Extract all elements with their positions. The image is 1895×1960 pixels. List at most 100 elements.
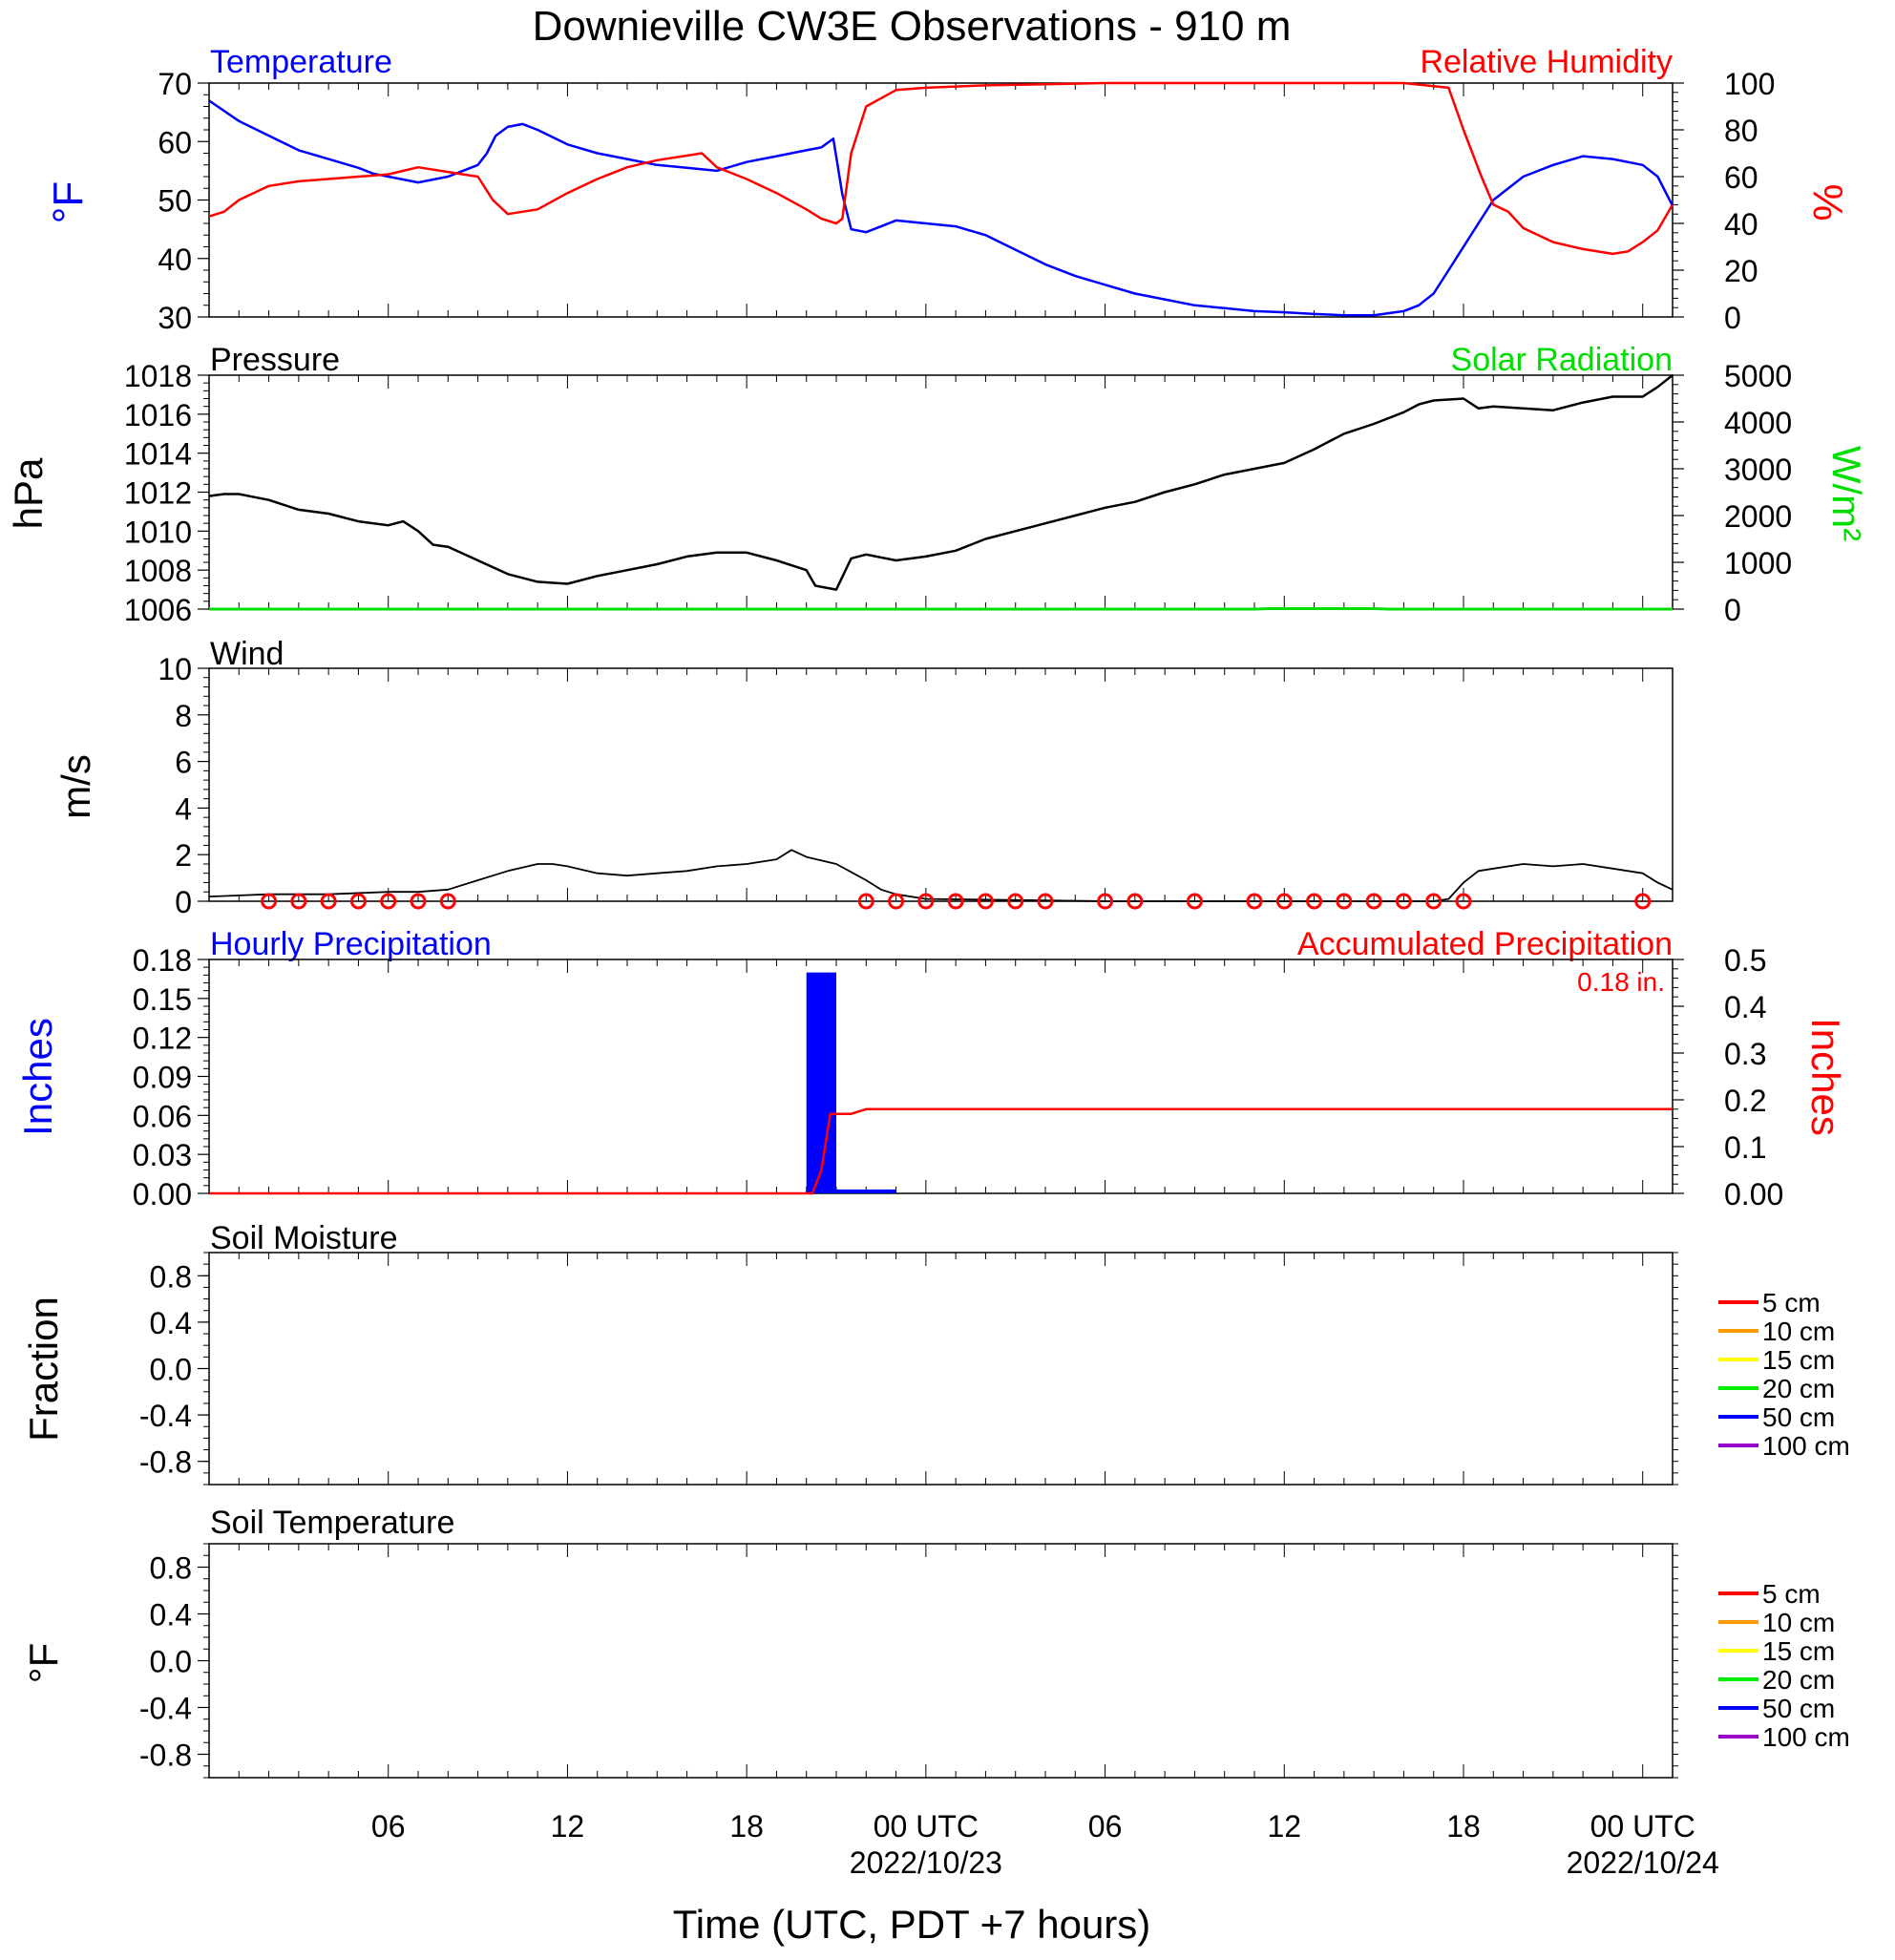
hourly-precip-bar xyxy=(836,1189,896,1193)
pressure-axis-tick-label: 1018 xyxy=(124,359,192,393)
soil-moisture-legend-label: 5 cm xyxy=(1762,1288,1821,1317)
plot-frame xyxy=(208,82,1674,318)
time-tick-label: 18 xyxy=(1446,1809,1481,1844)
time-tick-label: 06 xyxy=(371,1809,406,1844)
calm-wind-marker xyxy=(261,893,278,910)
solar-axis-tick-label: 2000 xyxy=(1724,499,1792,534)
pressure-axis-tick-label: 1006 xyxy=(124,593,192,627)
calm-wind-marker xyxy=(1306,893,1323,910)
accum-precip-axis-tick-label: 0.1 xyxy=(1724,1130,1766,1165)
wind-axis-tick-label: 0 xyxy=(175,885,192,919)
temp-axis-tick-label: 30 xyxy=(158,301,192,335)
calm-wind-marker xyxy=(1246,893,1263,910)
calm-wind-marker xyxy=(1126,893,1144,910)
soil-temperature-panel: Soil Temperature °F -0.8 -0.4 0.0 0.4 0.8 5 … xyxy=(21,1505,1850,1779)
time-tick-label: 00 UTC xyxy=(874,1809,979,1844)
pressure-axis-tick-label: 1014 xyxy=(124,437,192,472)
rh-axis-tick-label: 100 xyxy=(1724,67,1775,101)
rh-panel-title: Relative Humidity xyxy=(1420,44,1673,80)
time-tick-date: 2022/10/23 xyxy=(850,1845,1002,1880)
hourly-precip-axis-tick-label: 0.00 xyxy=(133,1177,192,1212)
rh-axis-tick-label: 80 xyxy=(1724,114,1758,148)
temp-axis-ticks: 30 40 50 60 70 xyxy=(158,67,209,335)
soil-temperature-axis-tick-label: -0.4 xyxy=(139,1692,192,1726)
soil-moisture-legend-label: 15 cm xyxy=(1762,1345,1835,1375)
hourly-precip-axis-tick-label: 0.12 xyxy=(133,1022,192,1056)
calm-wind-marker xyxy=(977,893,994,910)
plot-frame xyxy=(208,959,1674,1194)
hourly-precip-axis-tick-label: 0.06 xyxy=(133,1099,192,1133)
accum-precip-title: Accumulated Precipitation xyxy=(1297,926,1673,962)
calm-wind-marker xyxy=(1186,893,1203,910)
accumulated-precip-line xyxy=(209,1107,1673,1195)
pressure-line xyxy=(208,374,1674,591)
soil-temperature-legend-label: 10 cm xyxy=(1762,1608,1835,1637)
wind-unit-label: m/s xyxy=(53,754,98,819)
soil-moisture-axis-ticks: -0.8 -0.4 0.0 0.4 0.8 xyxy=(139,1252,1678,1486)
solar-unit-label: W/m² xyxy=(1824,446,1869,541)
time-tick-label: 12 xyxy=(1267,1809,1301,1844)
soil-temperature-axis-ticks: -0.8 -0.4 0.0 0.4 0.8 xyxy=(139,1543,1678,1779)
soil-temperature-legend-label: 20 cm xyxy=(1762,1665,1835,1695)
soil-temperature-legend-label: 15 cm xyxy=(1762,1636,1835,1666)
temp-panel-title: Temperature xyxy=(210,44,392,80)
solar-axis-ticks: 0 1000 2000 3000 4000 5000 xyxy=(1673,359,1792,627)
wind-plot-area xyxy=(208,667,1674,910)
hourly-precip-axis-tick-label: 0.03 xyxy=(133,1138,192,1172)
calm-wind-marker xyxy=(1037,893,1054,910)
soil-temperature-legend-label: 5 cm xyxy=(1762,1579,1821,1609)
soil-moisture-axis-tick-label: 0.8 xyxy=(150,1259,192,1294)
temp-unit-label: °F xyxy=(45,181,92,223)
hourly-precip-unit-label: Inches xyxy=(15,1018,60,1136)
accum-precip-axis-tick-label: 0.4 xyxy=(1724,990,1766,1024)
calm-wind-marker xyxy=(917,893,935,910)
wind-axis-tick-label: 6 xyxy=(175,746,192,780)
plot-frame xyxy=(208,374,1674,610)
soil-temperature-plot-area xyxy=(208,1543,1674,1779)
solar-axis-tick-label: 1000 xyxy=(1724,546,1792,580)
calm-wind-marker xyxy=(349,893,367,910)
hourly-precip-axis-tick-label: 0.15 xyxy=(133,982,192,1017)
calm-wind-marker xyxy=(380,893,397,910)
soil-temperature-legend-label: 50 cm xyxy=(1762,1694,1835,1723)
temp-axis-tick-label: 60 xyxy=(158,125,192,159)
precip-plot-area xyxy=(208,959,1674,1195)
calm-wind-marker xyxy=(1365,893,1382,910)
temp-rh-panel: Temperature Relative Humidity °F % 30 40 5… xyxy=(45,44,1851,335)
soil-temperature-axis-tick-label: 0.4 xyxy=(150,1598,192,1633)
soil-moisture-axis-tick-label: -0.8 xyxy=(139,1445,192,1480)
calm-wind-marker xyxy=(1097,893,1114,910)
pressure-axis-tick-label: 1012 xyxy=(124,476,192,511)
rh-axis-tick-label: 0 xyxy=(1724,301,1741,335)
soil-moisture-legend-label: 50 cm xyxy=(1762,1402,1835,1432)
soil-temperature-axis-tick-label: 0.8 xyxy=(150,1551,192,1586)
soil-temperature-legend-label: 100 cm xyxy=(1762,1722,1850,1752)
accum-precip-axis-tick-label: 0.5 xyxy=(1724,943,1766,978)
hourly-precip-axis-tick-label: 0.18 xyxy=(133,943,192,978)
calm-wind-marker xyxy=(320,893,337,910)
time-tick-label: 00 UTC xyxy=(1590,1809,1695,1844)
pressure-panel: Pressure Solar Radiation hPa W/m² 100610… xyxy=(6,342,1869,627)
soil-moisture-axis-tick-label: -0.4 xyxy=(139,1399,192,1433)
soil-temperature-title: Soil Temperature xyxy=(210,1505,454,1541)
calm-wind-marker xyxy=(1275,893,1293,910)
calm-wind-marker xyxy=(1455,893,1472,910)
rh-axis-tick-label: 60 xyxy=(1724,160,1758,195)
calm-wind-marker xyxy=(1395,893,1412,910)
time-tick-date: 2022/10/24 xyxy=(1567,1845,1719,1880)
soil-moisture-title: Soil Moisture xyxy=(210,1220,398,1256)
time-tick-label: 06 xyxy=(1088,1809,1123,1844)
pressure-axis-tick-label: 1008 xyxy=(124,554,192,588)
soil-moisture-legend-label: 10 cm xyxy=(1762,1317,1835,1346)
hourly-precip-axis-tick-label: 0.09 xyxy=(133,1061,192,1095)
time-tick-label: 12 xyxy=(551,1809,585,1844)
wind-panel: Wind m/s 0 2 4 6 8 10 xyxy=(53,636,1674,919)
precip-panel: Hourly Precipitation Accumulated Precipi… xyxy=(15,926,1848,1212)
soil-moisture-legend-label: 20 cm xyxy=(1762,1374,1835,1403)
precip-total-label: 0.18 in. xyxy=(1577,967,1665,997)
plot-frame xyxy=(208,667,1674,902)
temp-rh-plot-area xyxy=(208,81,1674,318)
